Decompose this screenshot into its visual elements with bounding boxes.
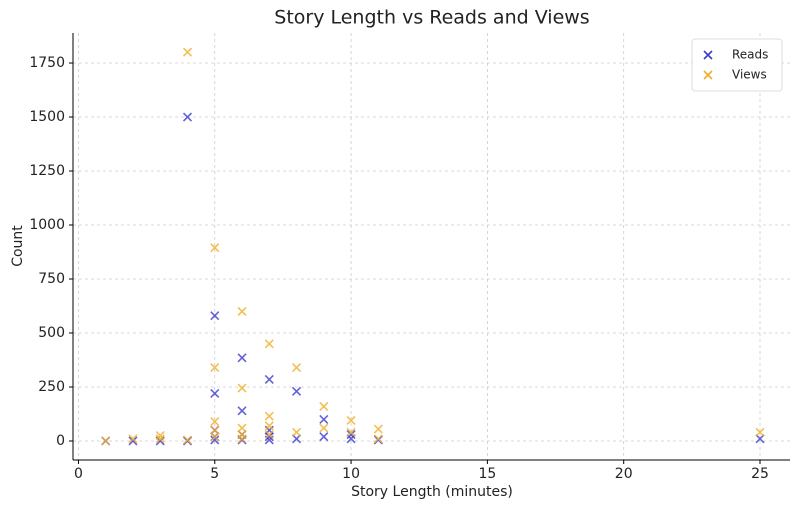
scatter-point bbox=[101, 436, 111, 446]
scatter-point bbox=[264, 432, 274, 442]
scatter-point bbox=[291, 434, 302, 444]
y-axis-label: Count bbox=[10, 225, 26, 267]
scatter-point bbox=[210, 432, 220, 442]
scatter-point bbox=[237, 406, 247, 416]
scatter-point bbox=[346, 434, 356, 444]
scatter-point bbox=[237, 383, 247, 393]
y-tick-label: 750 bbox=[38, 271, 65, 287]
scatter-point bbox=[346, 427, 356, 437]
y-tick-label: 0 bbox=[56, 433, 65, 449]
scatter-point bbox=[373, 434, 383, 444]
scatter-point bbox=[319, 401, 329, 412]
scatter-point bbox=[182, 47, 193, 57]
legend-marker bbox=[703, 50, 713, 60]
scatter-point bbox=[264, 374, 274, 385]
scatter-point bbox=[319, 423, 329, 433]
legend-marker bbox=[703, 70, 713, 80]
scatter-point bbox=[755, 427, 765, 437]
y-tick-label: 500 bbox=[38, 325, 65, 341]
scatter-point bbox=[291, 386, 302, 396]
scatter-point bbox=[210, 362, 220, 373]
scatter-point bbox=[237, 423, 247, 433]
scatter-point bbox=[128, 434, 138, 444]
scatter-point bbox=[210, 435, 220, 445]
legend-box bbox=[691, 38, 783, 92]
legend-label: Views bbox=[732, 68, 767, 82]
scatter-point bbox=[237, 306, 247, 316]
scatter-point bbox=[264, 429, 274, 440]
scatter-point bbox=[373, 424, 383, 434]
y-tick-label: 1250 bbox=[29, 163, 65, 179]
chart-title: Story Length vs Reads and Views bbox=[274, 7, 589, 29]
x-tick-label: 20 bbox=[615, 466, 633, 482]
scatter-point bbox=[291, 362, 302, 373]
scatter-point bbox=[210, 388, 220, 399]
scatter-point bbox=[210, 416, 220, 427]
scatter-point bbox=[755, 434, 765, 444]
scatter-point bbox=[182, 435, 193, 445]
scatter-point bbox=[210, 311, 220, 321]
y-tick-label: 250 bbox=[38, 379, 65, 395]
x-tick-label: 15 bbox=[478, 466, 496, 482]
scatter-point bbox=[155, 434, 165, 444]
scatter-point bbox=[237, 429, 247, 440]
y-tick-label: 1000 bbox=[29, 217, 65, 233]
scatter-point bbox=[237, 434, 247, 444]
scatter-point bbox=[264, 411, 274, 421]
scatter-point bbox=[264, 339, 274, 349]
x-axis-label: Story Length (minutes) bbox=[351, 484, 513, 500]
scatter-point bbox=[182, 112, 193, 122]
x-tick-label: 5 bbox=[210, 466, 219, 482]
scatter-point bbox=[264, 421, 274, 431]
y-tick-label: 1500 bbox=[29, 109, 65, 125]
x-tick-label: 25 bbox=[751, 466, 769, 482]
scatter-point bbox=[128, 436, 138, 446]
y-tick-label: 1750 bbox=[29, 55, 65, 71]
scatter-point bbox=[291, 427, 302, 437]
scatter-point bbox=[319, 414, 329, 424]
scatter-point bbox=[210, 243, 220, 253]
scatter-point bbox=[210, 425, 220, 435]
scatter-point bbox=[155, 431, 165, 441]
scatter-point bbox=[319, 432, 329, 442]
x-tick-label: 0 bbox=[74, 466, 83, 482]
x-tick-label: 10 bbox=[342, 466, 360, 482]
legend-label: Reads bbox=[732, 48, 768, 62]
scatter-point bbox=[237, 353, 247, 363]
scatter-point bbox=[346, 415, 356, 426]
